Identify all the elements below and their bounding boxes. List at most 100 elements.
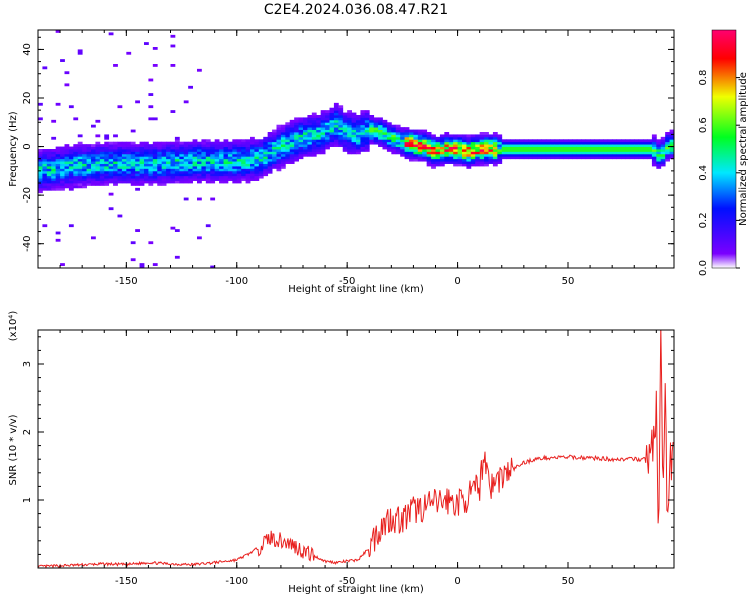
heatmap-cell (91, 161, 96, 164)
heatmap-cell (364, 144, 370, 147)
heatmap-cell (444, 149, 450, 152)
heatmap-cell (232, 163, 238, 167)
heatmap-cell (466, 153, 472, 157)
heatmap-cell (236, 166, 242, 169)
heatmap-cell (68, 224, 74, 228)
heatmap-cell (126, 158, 132, 162)
heatmap-cell (55, 163, 61, 167)
heatmap-cell (431, 139, 436, 143)
heatmap-cell (161, 153, 167, 157)
heatmap-cell (183, 166, 189, 169)
heatmap-cell (144, 42, 149, 45)
heatmap-cell (417, 132, 423, 135)
heatmap-cell (205, 161, 211, 164)
heatmap-cell (117, 175, 123, 179)
heatmap-cell (351, 122, 357, 126)
heatmap-cell (210, 163, 216, 167)
heatmap-cell (113, 64, 118, 67)
heatmap-cell (616, 141, 622, 145)
heatmap-cell (351, 144, 357, 147)
heatmap-cell (665, 151, 670, 155)
heatmap-cell (333, 127, 339, 130)
heatmap-cell (121, 146, 127, 150)
heatmap-cell (73, 163, 79, 167)
heatmap-cell (356, 146, 361, 150)
heatmap-cell (594, 156, 600, 160)
heatmap-cell (227, 158, 233, 162)
heatmap-cell (444, 132, 450, 135)
heatmap-cell (422, 144, 428, 147)
heatmap-cell (108, 170, 114, 174)
heatmap-cell (647, 149, 653, 152)
heatmap-cell (409, 134, 414, 138)
heatmap-cell (139, 178, 145, 181)
colorbar-tick-label: 0.0 (698, 260, 709, 276)
heatmap-cell (139, 158, 145, 162)
heatmap-cell (113, 156, 118, 160)
heatmap-cell (647, 139, 653, 143)
heatmap-cell (258, 166, 264, 169)
heatmap-cell (559, 144, 564, 147)
heatmap-cell (638, 141, 644, 145)
heatmap-cell (139, 175, 145, 179)
heatmap-cell (135, 161, 140, 164)
heatmap-cell (404, 127, 410, 130)
heatmap-cell (108, 161, 114, 164)
heatmap-cell (475, 146, 481, 150)
heatmap-cell (311, 115, 317, 118)
heatmap-cell (135, 156, 140, 160)
heatmap-cell (386, 149, 392, 152)
heatmap-cell (258, 175, 264, 179)
heatmap-cell (77, 170, 83, 174)
heatmap-cell (86, 153, 92, 157)
heatmap-cell (254, 156, 260, 160)
heatmap-cell (568, 139, 573, 143)
heatmap-cell (311, 112, 317, 116)
heatmap-cell (210, 173, 216, 177)
heatmap-cell (409, 129, 414, 133)
heatmap-cell (356, 149, 361, 152)
heatmap-cell (272, 163, 277, 167)
heatmap-cell (245, 146, 251, 150)
heatmap-cell (183, 168, 189, 172)
heatmap-cell (338, 139, 344, 143)
heatmap-cell (258, 158, 264, 162)
heatmap-cell (267, 156, 273, 160)
heatmap-cell (55, 185, 61, 189)
heatmap-cell (298, 124, 304, 128)
heatmap-cell (166, 156, 171, 160)
heatmap-cell (475, 156, 481, 160)
heatmap-cell (188, 144, 193, 147)
heatmap-cell (77, 173, 83, 177)
heatmap-cell (422, 156, 428, 160)
heatmap-cell (444, 158, 450, 162)
heatmap-cell (311, 146, 317, 150)
heatmap-cell (276, 158, 282, 162)
heatmap-cell (333, 122, 339, 126)
heatmap-cell (51, 183, 57, 186)
heatmap-cell (545, 156, 551, 160)
heatmap-cell (497, 146, 503, 150)
heatmap-cell (254, 158, 260, 162)
heatmap-cell (479, 144, 485, 147)
heatmap-cell (51, 185, 57, 189)
heatmap-cell (307, 122, 313, 126)
heatmap-cell (484, 141, 489, 145)
heatmap-cell (298, 119, 304, 123)
heatmap-cell (68, 180, 74, 184)
heatmap-cell (157, 183, 163, 186)
heatmap-cell (113, 158, 118, 162)
heatmap-cell (223, 178, 229, 181)
heatmap-cell (497, 134, 503, 138)
heatmap-cell (245, 151, 251, 155)
heatmap-cell (117, 149, 123, 152)
heatmap-cell (179, 161, 185, 164)
heatmap-cell (621, 151, 626, 155)
heatmap-cell (91, 166, 96, 169)
heatmap-cell (448, 134, 454, 138)
heatmap-cell (113, 183, 118, 186)
heatmap-cell (126, 166, 132, 169)
heatmap-cell (492, 158, 498, 162)
heatmap-cell (214, 168, 220, 172)
